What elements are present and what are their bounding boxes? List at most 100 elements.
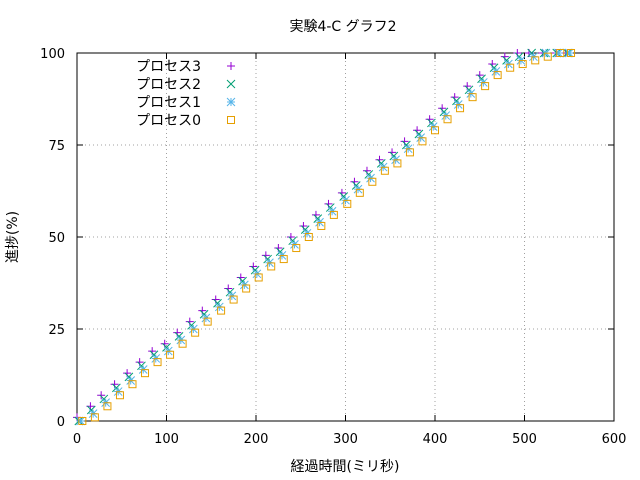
data-point-series-0 bbox=[362, 166, 371, 175]
data-point-series-3 bbox=[153, 358, 162, 367]
data-point-series-0 bbox=[375, 155, 384, 164]
data-point-series-0 bbox=[299, 221, 308, 230]
data-point-series-3 bbox=[317, 221, 326, 230]
data-point-series-3 bbox=[90, 413, 99, 422]
data-point-series-0 bbox=[110, 380, 119, 389]
data-point-series-0 bbox=[413, 126, 422, 135]
x-tick-label: 200 bbox=[244, 432, 269, 447]
y-tick-label: 100 bbox=[40, 47, 65, 62]
data-point-series-3 bbox=[128, 380, 137, 389]
data-point-series-0 bbox=[97, 391, 106, 400]
legend-marker bbox=[227, 116, 235, 124]
data-point-series-0 bbox=[211, 295, 220, 304]
data-point-series-3 bbox=[115, 391, 124, 400]
data-point-series-3 bbox=[279, 255, 288, 264]
data-point-series-2 bbox=[76, 416, 85, 426]
data-point-series-3 bbox=[556, 49, 565, 57]
data-point-series-3 bbox=[78, 417, 87, 425]
x-tick-label: 500 bbox=[512, 432, 537, 447]
data-point-series-3 bbox=[242, 284, 251, 293]
legend: プロセス3 プロセス2 プロセス1 プロセス0 bbox=[136, 59, 236, 129]
data-point-series-3 bbox=[418, 137, 427, 146]
data-point-series-0 bbox=[400, 137, 409, 146]
data-point-series-0 bbox=[249, 262, 258, 271]
data-point-series-0 bbox=[135, 358, 144, 367]
data-point-series-0 bbox=[488, 60, 497, 69]
data-point-series-3 bbox=[141, 369, 150, 378]
data-point-series-0 bbox=[388, 148, 397, 157]
y-tick-label: 0 bbox=[57, 415, 65, 430]
data-point-series-3 bbox=[304, 233, 313, 241]
data-point-series-0 bbox=[236, 273, 245, 282]
y-axis-title: 進捗(%) bbox=[5, 211, 21, 263]
x-axis-title: 経過時間(ミリ秒) bbox=[291, 459, 400, 475]
data-point-series-3 bbox=[393, 159, 402, 168]
data-point-series-0 bbox=[475, 71, 484, 80]
axis-ticks: 0 100 200 300 400 500 600 0 25 50 75 100 bbox=[40, 47, 626, 447]
data-point-series-3 bbox=[229, 295, 238, 304]
legend-marker bbox=[227, 62, 235, 70]
legend-label: プロセス3 bbox=[136, 59, 201, 75]
data-point-series-0 bbox=[350, 177, 359, 186]
data-point-series-0 bbox=[123, 369, 132, 378]
data-point-series-3 bbox=[431, 126, 439, 135]
data-point-series-0 bbox=[438, 104, 447, 113]
data-point-series-0 bbox=[311, 210, 320, 219]
data-point-series-0 bbox=[185, 317, 194, 326]
data-point-series-2 bbox=[554, 48, 563, 58]
chart-title: 実験4-C グラフ2 bbox=[289, 19, 396, 35]
data-point-series-0 bbox=[224, 284, 233, 293]
data-point-series-3 bbox=[443, 115, 452, 124]
data-point-series-3 bbox=[506, 63, 515, 72]
legend-label: プロセス1 bbox=[136, 95, 201, 111]
data-point-series-3 bbox=[254, 273, 263, 282]
x-tick-label: 600 bbox=[602, 432, 627, 447]
data-point-series-0 bbox=[286, 233, 295, 241]
data-point-series-3 bbox=[191, 328, 200, 337]
data-point-series-3 bbox=[217, 306, 226, 315]
y-tick-label: 50 bbox=[48, 231, 65, 246]
data-point-series-3 bbox=[567, 49, 576, 57]
data-point-series-3 bbox=[481, 82, 490, 91]
data-point-series-0 bbox=[274, 244, 283, 253]
data-point-series-3 bbox=[543, 52, 552, 61]
legend-label: プロセス0 bbox=[136, 113, 201, 129]
x-tick-label: 100 bbox=[154, 432, 179, 447]
data-point-series-3 bbox=[493, 71, 502, 80]
data-point-series-0 bbox=[148, 347, 157, 356]
data-point-series-3 bbox=[166, 350, 175, 359]
data-point-series-3 bbox=[405, 148, 414, 157]
data-point-series-0 bbox=[463, 82, 472, 91]
data-point-series-3 bbox=[456, 104, 465, 113]
data-point-series-3 bbox=[368, 177, 377, 186]
data-point-series-0 bbox=[337, 188, 346, 197]
grid bbox=[77, 53, 614, 421]
data-point-series-0 bbox=[450, 93, 459, 102]
data-point-series-0 bbox=[261, 251, 270, 260]
data-point-series-0 bbox=[173, 328, 182, 337]
legend-marker bbox=[226, 79, 236, 89]
legend-marker bbox=[226, 97, 236, 107]
data-point-series-2 bbox=[564, 48, 574, 58]
data-point-series-3 bbox=[343, 199, 352, 208]
data-point-series-3 bbox=[329, 210, 338, 219]
y-tick-label: 25 bbox=[48, 323, 65, 338]
data-point-series-0 bbox=[425, 115, 434, 124]
data-point-series-3 bbox=[468, 93, 477, 102]
y-tick-label: 75 bbox=[48, 139, 65, 154]
data-point-series-3 bbox=[292, 244, 301, 253]
legend-label: プロセス2 bbox=[136, 77, 201, 93]
data-point-series-3 bbox=[103, 402, 112, 411]
data-point-series-3 bbox=[267, 262, 276, 271]
data-point-series-3 bbox=[518, 60, 527, 69]
data-point-series-3 bbox=[355, 188, 364, 197]
data-point-series-3 bbox=[203, 317, 212, 326]
data-point-series-3 bbox=[380, 166, 389, 175]
data-marks bbox=[73, 48, 576, 426]
data-point-series-3 bbox=[531, 56, 540, 65]
data-point-series-0 bbox=[198, 306, 207, 315]
x-tick-label: 0 bbox=[73, 432, 81, 447]
x-tick-label: 400 bbox=[423, 432, 448, 447]
data-point-series-0 bbox=[500, 52, 509, 61]
